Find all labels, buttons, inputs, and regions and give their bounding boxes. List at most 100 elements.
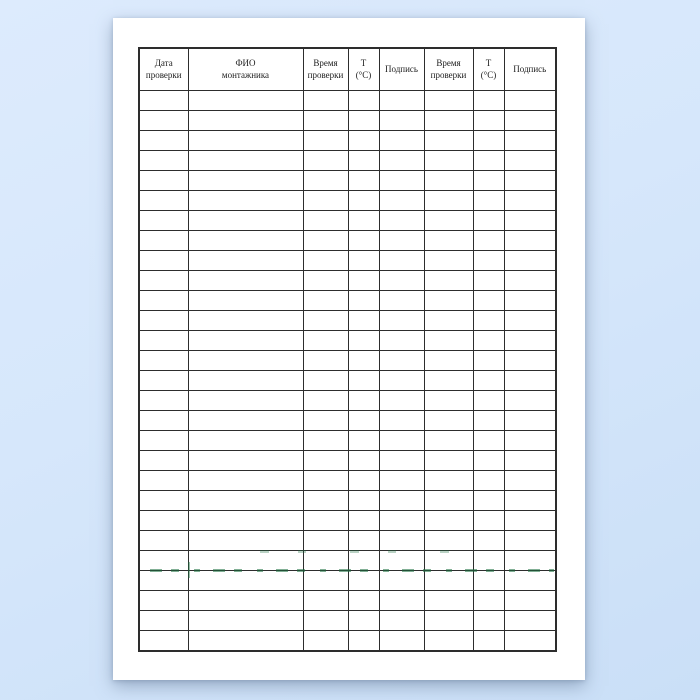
empty-cell xyxy=(423,630,474,652)
empty-cell xyxy=(302,350,349,371)
table-body xyxy=(138,90,557,652)
empty-cell xyxy=(302,370,349,391)
empty-cell xyxy=(302,630,349,652)
empty-cell xyxy=(138,430,189,451)
empty-cell xyxy=(472,550,505,571)
empty-cell xyxy=(302,90,349,111)
table-row xyxy=(138,270,557,291)
empty-cell xyxy=(187,410,304,431)
table-row xyxy=(138,350,557,371)
empty-cell xyxy=(347,550,380,571)
empty-cell xyxy=(378,250,425,271)
empty-cell xyxy=(378,370,425,391)
empty-cell xyxy=(187,490,304,511)
empty-cell xyxy=(378,210,425,231)
empty-cell xyxy=(302,490,349,511)
empty-cell xyxy=(138,530,189,551)
empty-cell xyxy=(472,230,505,251)
empty-cell xyxy=(347,310,380,331)
empty-cell xyxy=(138,110,189,131)
empty-cell xyxy=(187,210,304,231)
table-row xyxy=(138,410,557,431)
empty-cell xyxy=(347,270,380,291)
empty-cell xyxy=(302,610,349,631)
empty-cell xyxy=(472,270,505,291)
empty-cell xyxy=(503,570,557,591)
empty-cell xyxy=(423,610,474,631)
table-row xyxy=(138,170,557,191)
header-row: Дата проверки ФИО монтажника Время прове… xyxy=(138,47,557,91)
empty-cell xyxy=(423,210,474,231)
empty-cell xyxy=(423,230,474,251)
empty-cell xyxy=(347,430,380,451)
empty-cell xyxy=(503,250,557,271)
empty-cell xyxy=(378,450,425,471)
empty-cell xyxy=(138,90,189,111)
empty-cell xyxy=(302,210,349,231)
empty-cell xyxy=(423,250,474,271)
empty-cell xyxy=(347,190,380,211)
empty-cell xyxy=(472,210,505,231)
empty-cell xyxy=(378,190,425,211)
table-row xyxy=(138,230,557,251)
empty-cell xyxy=(302,450,349,471)
empty-cell xyxy=(347,230,380,251)
empty-cell xyxy=(472,410,505,431)
empty-cell xyxy=(347,510,380,531)
empty-cell xyxy=(503,190,557,211)
empty-cell xyxy=(378,270,425,291)
empty-cell xyxy=(302,430,349,451)
header-cell-check-time-1: Время проверки xyxy=(302,47,349,91)
empty-cell xyxy=(472,470,505,491)
table-row xyxy=(138,630,557,652)
empty-cell xyxy=(472,370,505,391)
empty-cell xyxy=(347,370,380,391)
empty-cell xyxy=(138,350,189,371)
empty-cell xyxy=(472,390,505,411)
empty-cell xyxy=(347,90,380,111)
empty-cell xyxy=(302,230,349,251)
empty-cell xyxy=(378,350,425,371)
empty-cell xyxy=(423,530,474,551)
header-cell-temperature-2: Т (°С) xyxy=(472,47,505,91)
watermark-artifact xyxy=(188,562,190,578)
empty-cell xyxy=(472,570,505,591)
empty-cell xyxy=(503,330,557,351)
empty-cell xyxy=(187,510,304,531)
empty-cell xyxy=(187,310,304,331)
empty-cell xyxy=(503,150,557,171)
empty-cell xyxy=(302,590,349,611)
empty-cell xyxy=(138,370,189,391)
empty-cell xyxy=(423,170,474,191)
empty-cell xyxy=(423,410,474,431)
empty-cell xyxy=(423,310,474,331)
empty-cell xyxy=(138,630,189,652)
empty-cell xyxy=(302,130,349,151)
inspection-log-table: Дата проверки ФИО монтажника Время прове… xyxy=(138,47,557,652)
empty-cell xyxy=(378,230,425,251)
empty-cell xyxy=(423,370,474,391)
empty-cell xyxy=(472,490,505,511)
empty-cell xyxy=(503,470,557,491)
empty-cell xyxy=(138,470,189,491)
empty-cell xyxy=(347,170,380,191)
header-cell-check-time-2: Время проверки xyxy=(423,47,474,91)
empty-cell xyxy=(378,410,425,431)
empty-cell xyxy=(302,530,349,551)
empty-cell xyxy=(378,490,425,511)
empty-cell xyxy=(302,310,349,331)
empty-cell xyxy=(302,330,349,351)
empty-cell xyxy=(138,330,189,351)
empty-cell xyxy=(503,110,557,131)
empty-cell xyxy=(347,210,380,231)
table-row xyxy=(138,130,557,151)
empty-cell xyxy=(138,550,189,571)
table-row xyxy=(138,530,557,551)
empty-cell xyxy=(472,610,505,631)
empty-cell xyxy=(302,170,349,191)
empty-cell xyxy=(347,490,380,511)
empty-cell xyxy=(423,190,474,211)
table-row xyxy=(138,290,557,311)
empty-cell xyxy=(378,510,425,531)
empty-cell xyxy=(187,330,304,351)
